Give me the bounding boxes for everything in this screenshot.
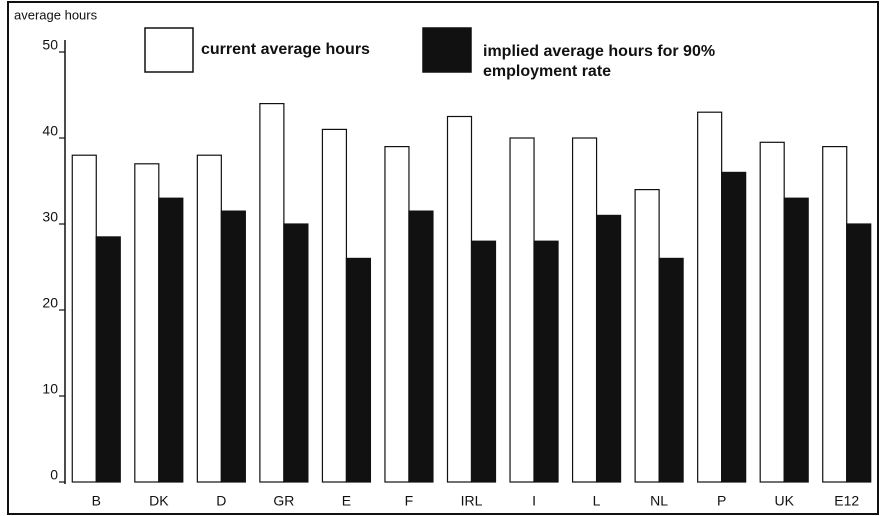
legend-label: implied average hours for 90% employment… <box>483 43 716 80</box>
x-tick-label: E <box>342 493 351 509</box>
bar <box>134 163 160 483</box>
bar <box>846 223 872 483</box>
bar <box>658 257 684 483</box>
bar <box>158 197 184 483</box>
frame <box>7 1 879 515</box>
bar <box>533 240 559 483</box>
legend-swatch <box>422 27 472 73</box>
x-tick-label: B <box>92 493 101 509</box>
y-tick-label: 40 <box>42 123 58 139</box>
y-tick-label: 30 <box>42 209 58 225</box>
bar <box>196 154 222 483</box>
x-tick-label: GR <box>273 493 294 509</box>
bar <box>408 210 434 483</box>
bar <box>697 111 723 483</box>
bar <box>759 141 785 483</box>
x-tick-label: P <box>717 493 726 509</box>
x-tick-label: DK <box>149 493 169 509</box>
x-tick-label: UK <box>774 493 794 509</box>
bar <box>71 154 97 483</box>
y-tick-label: 20 <box>42 295 58 311</box>
x-tick-label: L <box>593 493 601 509</box>
bar <box>95 236 121 483</box>
legend-label: current average hours <box>201 41 370 58</box>
bar <box>595 214 622 483</box>
y-axis-label: average hours <box>14 7 98 22</box>
bar <box>470 240 497 483</box>
bar <box>571 137 598 483</box>
x-tick-label: E12 <box>834 493 859 509</box>
bar <box>446 115 473 483</box>
y-tick-label: 50 <box>42 37 58 53</box>
bar <box>822 146 848 483</box>
bar <box>783 197 809 483</box>
x-tick-label: IRL <box>461 493 483 509</box>
bar <box>721 171 747 483</box>
bar <box>220 210 246 483</box>
bar <box>259 102 285 483</box>
bar <box>634 189 660 483</box>
bar <box>384 146 410 483</box>
y-tick-label: 0 <box>50 467 58 483</box>
y-tick-label: 10 <box>42 381 58 397</box>
bar <box>283 223 309 483</box>
bar <box>321 128 348 483</box>
x-tick-label: NL <box>650 493 668 509</box>
x-tick-label: F <box>405 493 414 509</box>
legend-swatch <box>144 27 194 73</box>
x-tick-label: D <box>216 493 226 509</box>
bar <box>509 137 535 483</box>
bar <box>345 257 372 483</box>
x-tick-label: I <box>532 493 536 509</box>
